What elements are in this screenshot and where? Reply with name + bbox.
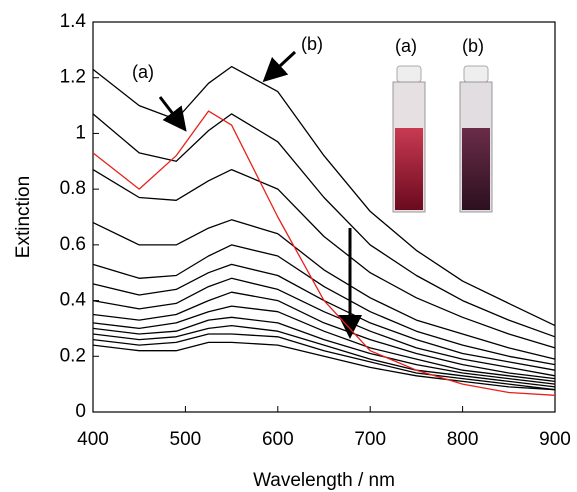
- x-tick-label: 400: [77, 429, 109, 450]
- y-tick-label: 0.6: [60, 234, 86, 255]
- y-tick-label: 0.8: [60, 178, 86, 199]
- spectrum-line: [92, 219, 556, 360]
- spectrum-line: [92, 168, 556, 349]
- arrow: [158, 96, 187, 132]
- y-tick-label: 1: [75, 122, 86, 143]
- y-tick-label: 1.2: [60, 67, 86, 88]
- spectrum-line: [92, 341, 556, 391]
- spectrum-line: [92, 110, 556, 396]
- annotation: (b): [301, 34, 323, 54]
- x-tick-label: 600: [262, 429, 294, 450]
- x-axis-label: Wavelength / nm: [253, 470, 395, 491]
- spectrum-line: [92, 244, 556, 366]
- annotation: (a): [395, 36, 417, 56]
- spectrum-line: [92, 316, 556, 385]
- spectrum-line: [92, 113, 556, 338]
- arrow: [262, 50, 297, 83]
- vial-b: [459, 65, 493, 213]
- annotation: (a): [132, 62, 154, 82]
- spectrum-line: [92, 333, 556, 391]
- x-tick-label: 700: [354, 429, 386, 450]
- y-tick-label: 0: [75, 401, 86, 422]
- annotation: (b): [462, 36, 484, 56]
- x-tick-label: 800: [447, 429, 479, 450]
- y-tick-label: 1.4: [60, 11, 87, 32]
- x-tick-label: 500: [170, 429, 202, 450]
- spectrum-line: [92, 65, 556, 327]
- spectrum-line: [92, 277, 556, 377]
- plot-frame: [92, 21, 556, 413]
- spectrum-line: [92, 263, 556, 371]
- y-axis-label: Extinction: [13, 176, 34, 258]
- spectrum-line: [92, 305, 556, 383]
- y-tick-label: 0.4: [60, 290, 87, 311]
- x-tick-label: 900: [539, 429, 571, 450]
- spectrum-line: [92, 324, 556, 388]
- vial-a: [392, 65, 426, 213]
- spectrum-line: [92, 291, 556, 380]
- y-tick-label: 0.2: [60, 345, 86, 366]
